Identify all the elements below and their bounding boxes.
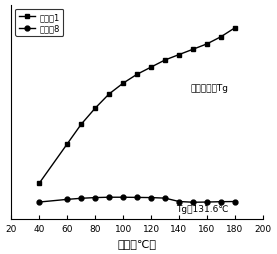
实验例8 [205, 201, 209, 204]
实验例1 [65, 143, 69, 146]
实验例8 [135, 196, 139, 199]
实验例1 [163, 59, 167, 62]
实验例8 [107, 196, 111, 199]
实验例1 [38, 182, 41, 185]
实验例8 [219, 200, 223, 203]
实验例8 [163, 197, 167, 200]
Line: 实验例1: 实验例1 [37, 26, 237, 186]
Legend: 实验例1, 实验例8: 实验例1, 实验例8 [16, 10, 63, 37]
实验例1 [107, 93, 111, 96]
实验例1 [205, 43, 209, 46]
实验例8 [65, 198, 69, 201]
Text: Tg：131.6℃: Tg：131.6℃ [176, 204, 229, 213]
实验例1 [79, 123, 83, 126]
实验例8 [191, 201, 195, 204]
实验例8 [79, 197, 83, 200]
实验例1 [177, 54, 181, 57]
实验例8 [93, 196, 97, 199]
实验例8 [149, 196, 153, 199]
实验例8 [233, 200, 237, 203]
实验例8 [38, 201, 41, 204]
实验例1 [121, 82, 125, 85]
实验例1 [93, 107, 97, 110]
实验例8 [177, 200, 181, 203]
实验例1 [233, 27, 237, 30]
实验例8 [121, 196, 125, 199]
实验例1 [135, 73, 139, 76]
Text: 全中性，无Tg: 全中性，无Tg [190, 84, 228, 93]
X-axis label: 温度（℃）: 温度（℃） [117, 239, 157, 248]
Line: 实验例8: 实验例8 [37, 195, 237, 205]
实验例1 [149, 66, 153, 69]
实验例1 [219, 36, 223, 39]
实验例1 [191, 49, 195, 52]
